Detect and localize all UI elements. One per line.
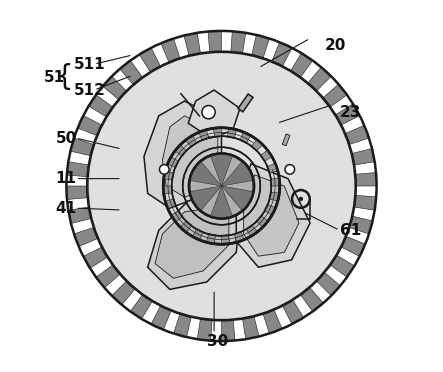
Wedge shape [67, 162, 89, 177]
Circle shape [189, 154, 254, 218]
Text: 11: 11 [55, 171, 76, 186]
Wedge shape [291, 53, 313, 77]
Wedge shape [210, 154, 233, 186]
Wedge shape [267, 163, 278, 173]
Circle shape [88, 52, 355, 320]
Wedge shape [222, 320, 235, 341]
Circle shape [159, 164, 169, 174]
Wedge shape [317, 273, 340, 296]
Polygon shape [282, 134, 290, 146]
Wedge shape [354, 195, 376, 210]
Wedge shape [199, 130, 209, 141]
Wedge shape [83, 247, 107, 268]
Polygon shape [188, 90, 240, 138]
Wedge shape [184, 33, 200, 55]
Wedge shape [96, 265, 120, 288]
Polygon shape [244, 175, 299, 256]
Wedge shape [228, 128, 237, 138]
Circle shape [299, 197, 303, 201]
Wedge shape [269, 192, 280, 201]
Wedge shape [352, 148, 375, 165]
Wedge shape [167, 157, 179, 168]
Wedge shape [190, 161, 222, 186]
Wedge shape [260, 150, 272, 161]
Wedge shape [231, 31, 246, 53]
Wedge shape [256, 215, 268, 227]
Polygon shape [155, 208, 229, 278]
Wedge shape [270, 178, 280, 186]
Circle shape [285, 164, 295, 174]
Polygon shape [148, 197, 240, 289]
Wedge shape [74, 228, 97, 247]
Wedge shape [103, 76, 126, 99]
Wedge shape [112, 281, 135, 305]
Wedge shape [130, 295, 152, 319]
Text: 61: 61 [340, 223, 361, 238]
Wedge shape [240, 132, 251, 144]
Wedge shape [68, 207, 91, 224]
Wedge shape [263, 310, 282, 333]
Wedge shape [175, 145, 187, 157]
Wedge shape [214, 128, 222, 137]
Wedge shape [208, 31, 222, 52]
Text: 30: 30 [207, 334, 228, 349]
Wedge shape [336, 104, 360, 125]
Wedge shape [283, 300, 303, 324]
Wedge shape [197, 319, 212, 341]
Wedge shape [186, 135, 197, 147]
Wedge shape [180, 221, 192, 232]
Polygon shape [144, 101, 222, 208]
Polygon shape [236, 164, 310, 267]
Wedge shape [165, 199, 176, 209]
Wedge shape [234, 231, 244, 242]
Polygon shape [66, 31, 377, 341]
Wedge shape [151, 306, 171, 330]
Polygon shape [238, 94, 253, 112]
Wedge shape [206, 234, 215, 244]
Text: 41: 41 [55, 201, 77, 216]
Wedge shape [140, 48, 160, 72]
Wedge shape [78, 116, 101, 135]
Wedge shape [246, 225, 257, 237]
Polygon shape [163, 116, 218, 197]
Text: 23: 23 [340, 105, 361, 120]
Wedge shape [252, 35, 269, 58]
Wedge shape [222, 235, 229, 244]
Wedge shape [222, 161, 253, 186]
Wedge shape [243, 317, 259, 339]
Wedge shape [210, 186, 233, 218]
Wedge shape [89, 95, 113, 116]
Text: {: { [56, 63, 74, 91]
Wedge shape [190, 186, 222, 211]
Wedge shape [350, 216, 373, 234]
Wedge shape [272, 42, 292, 66]
Wedge shape [251, 140, 263, 151]
Wedge shape [171, 211, 183, 222]
Wedge shape [222, 186, 253, 211]
Text: 512: 512 [74, 83, 106, 97]
Wedge shape [161, 39, 180, 62]
Wedge shape [163, 186, 173, 194]
Text: 51: 51 [44, 70, 66, 84]
Wedge shape [342, 237, 365, 256]
Text: 20: 20 [325, 38, 346, 53]
Wedge shape [174, 314, 191, 337]
Wedge shape [330, 256, 354, 277]
Text: 50: 50 [55, 131, 77, 145]
Wedge shape [323, 84, 347, 107]
Wedge shape [356, 173, 377, 186]
Wedge shape [192, 228, 203, 240]
Wedge shape [346, 125, 369, 144]
Wedge shape [301, 288, 323, 311]
Wedge shape [70, 138, 93, 156]
Wedge shape [264, 204, 276, 215]
Wedge shape [120, 61, 142, 84]
Wedge shape [308, 67, 331, 91]
Wedge shape [66, 186, 87, 199]
Wedge shape [163, 171, 174, 180]
Text: 511: 511 [74, 57, 105, 72]
Circle shape [202, 106, 215, 119]
